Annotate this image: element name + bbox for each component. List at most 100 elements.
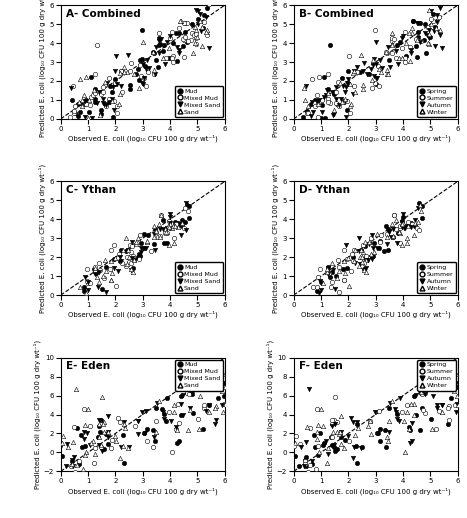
- Point: [388, 29, 396, 37]
- Point: [199, 24, 207, 32]
- Point: [95, 278, 103, 286]
- Point: [359, 241, 367, 249]
- Point: [184, 388, 191, 397]
- Point: [111, 264, 118, 272]
- Point: [180, 53, 188, 61]
- Point: [324, 263, 332, 271]
- Point: [120, 63, 128, 71]
- Point: [151, 233, 158, 241]
- Point: [364, 256, 372, 264]
- Point: [317, 277, 324, 285]
- Point: [87, 93, 95, 101]
- Point: [332, 82, 340, 91]
- Point: [82, 295, 90, 303]
- Point: [81, 274, 89, 282]
- Point: [97, 441, 105, 449]
- Point: [212, 404, 219, 412]
- Point: [314, 97, 321, 106]
- Point: [301, 461, 309, 469]
- Point: [375, 65, 383, 73]
- Point: [304, 107, 311, 115]
- Point: [192, 6, 199, 15]
- Point: [71, 423, 78, 431]
- Point: [219, 408, 226, 416]
- Point: [203, 4, 211, 12]
- Point: [453, 400, 461, 408]
- Point: [330, 110, 337, 119]
- Point: [174, 219, 182, 227]
- Point: [181, 28, 189, 37]
- Point: [197, 392, 204, 400]
- Point: [436, 26, 444, 34]
- Point: [95, 292, 102, 300]
- Point: [119, 246, 126, 254]
- Point: [312, 303, 319, 311]
- Point: [327, 283, 335, 291]
- Point: [348, 100, 355, 109]
- Point: [359, 443, 366, 451]
- Point: [166, 408, 173, 416]
- Point: [312, 464, 319, 472]
- Point: [72, 385, 79, 393]
- Point: [344, 79, 351, 87]
- Point: [382, 426, 389, 434]
- Point: [116, 418, 124, 426]
- Point: [159, 408, 167, 416]
- Point: [373, 74, 380, 82]
- Point: [391, 211, 398, 219]
- Point: [313, 283, 320, 291]
- Point: [318, 108, 325, 116]
- Point: [408, 437, 416, 445]
- Point: [131, 256, 139, 264]
- Point: [356, 68, 364, 76]
- Point: [182, 218, 189, 226]
- Point: [127, 85, 134, 93]
- Point: [94, 433, 101, 441]
- Point: [402, 38, 410, 47]
- Point: [99, 272, 106, 281]
- Point: [313, 435, 320, 443]
- Point: [324, 270, 332, 278]
- Point: [82, 289, 90, 297]
- Point: [175, 46, 182, 54]
- Point: [150, 66, 158, 74]
- Point: [200, 11, 207, 19]
- Point: [87, 422, 94, 430]
- Point: [326, 41, 333, 49]
- Point: [307, 461, 314, 469]
- Point: [345, 437, 353, 445]
- Point: [342, 83, 350, 92]
- Point: [218, 401, 226, 409]
- Point: [113, 281, 120, 290]
- Point: [410, 392, 418, 400]
- Point: [79, 469, 86, 478]
- Point: [71, 468, 78, 476]
- Point: [193, 33, 201, 41]
- Point: [384, 246, 391, 254]
- Point: [179, 42, 187, 50]
- Point: [328, 420, 336, 428]
- Point: [145, 64, 152, 73]
- Point: [339, 265, 347, 274]
- Legend: Spring, Summer, Autumn, Winter: Spring, Summer, Autumn, Winter: [417, 262, 456, 293]
- Point: [323, 87, 330, 95]
- Text: A- Combined: A- Combined: [66, 9, 141, 19]
- Point: [131, 422, 139, 430]
- Point: [393, 239, 401, 247]
- Point: [156, 220, 163, 228]
- Point: [365, 240, 373, 248]
- Point: [438, 401, 445, 410]
- Point: [165, 217, 173, 225]
- Point: [137, 56, 144, 65]
- Point: [408, 49, 415, 57]
- Point: [88, 113, 96, 122]
- Point: [152, 227, 160, 236]
- Point: [353, 68, 361, 76]
- Point: [147, 247, 155, 255]
- Point: [291, 452, 299, 461]
- Point: [98, 90, 105, 98]
- Point: [375, 244, 383, 253]
- Point: [350, 82, 357, 90]
- Point: [333, 100, 341, 109]
- Point: [127, 248, 134, 256]
